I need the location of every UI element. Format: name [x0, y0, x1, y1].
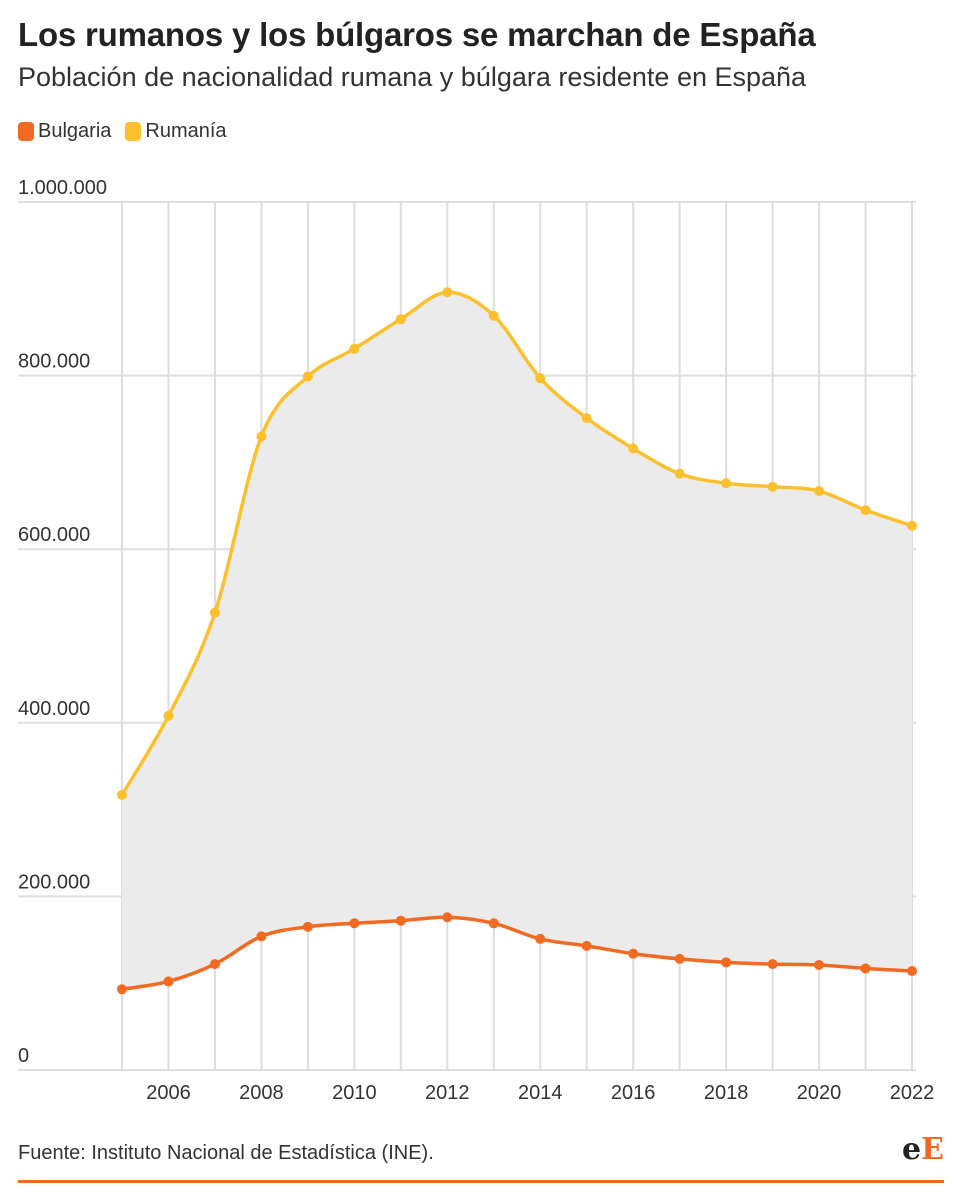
data-point-bulgaria — [256, 931, 267, 942]
data-point-bulgaria — [674, 953, 685, 964]
data-point-bulgaria — [814, 959, 825, 970]
data-point-rumania — [721, 478, 732, 489]
legend-label-rumania: Rumanía — [145, 120, 227, 142]
data-point-bulgaria — [117, 984, 127, 995]
logo-letter-e: e — [902, 1132, 922, 1167]
publisher-logo: eE — [902, 1132, 944, 1167]
chart-subtitle: Población de nacionalidad rumana y búlga… — [18, 62, 807, 92]
source-note: Fuente: Instituto Nacional de Estadístic… — [18, 1142, 434, 1164]
data-point-rumania — [488, 310, 499, 321]
data-point-rumania — [628, 443, 639, 454]
data-point-bulgaria — [349, 918, 360, 929]
x-tick-label: 2006 — [146, 1082, 191, 1104]
data-point-bulgaria — [488, 918, 499, 929]
x-tick-label: 2008 — [239, 1082, 284, 1104]
y-tick-label: 1.000.000 — [18, 177, 107, 199]
data-point-bulgaria — [442, 912, 453, 923]
data-point-rumania — [767, 481, 778, 492]
point-layer — [117, 287, 917, 995]
chart-title: Los rumanos y los búlgaros se marchan de… — [18, 16, 816, 53]
legend-swatch-bulgaria — [18, 122, 34, 141]
data-point-rumania — [163, 710, 174, 721]
x-tick-label: 2010 — [332, 1082, 377, 1104]
legend-label-bulgaria: Bulgaria — [38, 120, 112, 142]
data-point-rumania — [302, 371, 313, 382]
logo-letter-E: E — [921, 1132, 944, 1167]
area-layer — [122, 292, 912, 990]
x-tick-label: 2022 — [890, 1082, 935, 1104]
data-point-rumania — [117, 789, 127, 800]
label-layer: 0 200.000 400.000 600.000 800.000 1.000.000 20… — [18, 177, 934, 1104]
legend-swatch-rumania — [125, 122, 142, 141]
data-point-rumania — [256, 431, 267, 442]
y-tick-label: 400.000 — [18, 698, 90, 720]
data-point-rumania — [442, 287, 453, 298]
data-point-bulgaria — [860, 963, 871, 974]
data-point-rumania — [349, 343, 360, 354]
y-tick-label: 800.000 — [18, 351, 90, 373]
data-point-bulgaria — [209, 959, 220, 970]
x-tick-label: 2018 — [704, 1082, 749, 1104]
data-point-bulgaria — [302, 921, 313, 932]
y-tick-label: 0 — [18, 1045, 29, 1067]
y-tick-label: 200.000 — [18, 871, 90, 893]
data-point-bulgaria — [395, 915, 406, 926]
data-point-rumania — [209, 607, 220, 618]
data-point-rumania — [674, 468, 685, 479]
data-point-bulgaria — [163, 976, 174, 987]
legend: Bulgaria Rumanía — [18, 120, 241, 143]
legend-item-bulgaria: Bulgaria — [18, 120, 111, 143]
data-point-bulgaria — [628, 948, 639, 959]
data-point-rumania — [860, 505, 871, 516]
data-point-bulgaria — [581, 940, 592, 951]
data-point-rumania — [814, 486, 825, 497]
data-point-rumania — [907, 520, 917, 531]
x-tick-label: 2012 — [425, 1082, 470, 1104]
line-chart: 0 200.000 400.000 600.000 800.000 1.000.000 20… — [18, 177, 934, 1104]
data-point-bulgaria — [767, 959, 778, 970]
data-point-rumania — [535, 373, 546, 384]
data-point-bulgaria — [721, 957, 732, 968]
fill-between-area — [122, 292, 912, 990]
x-tick-label: 2014 — [518, 1082, 563, 1104]
bottom-rule — [18, 1180, 944, 1183]
data-point-bulgaria — [535, 933, 546, 944]
data-point-rumania — [581, 413, 592, 424]
data-point-rumania — [395, 314, 406, 325]
legend-item-rumania: Rumanía — [125, 120, 227, 143]
x-tick-label: 2020 — [797, 1082, 842, 1104]
x-tick-label: 2016 — [611, 1082, 656, 1104]
data-point-bulgaria — [907, 966, 917, 977]
y-tick-label: 600.000 — [18, 524, 90, 546]
